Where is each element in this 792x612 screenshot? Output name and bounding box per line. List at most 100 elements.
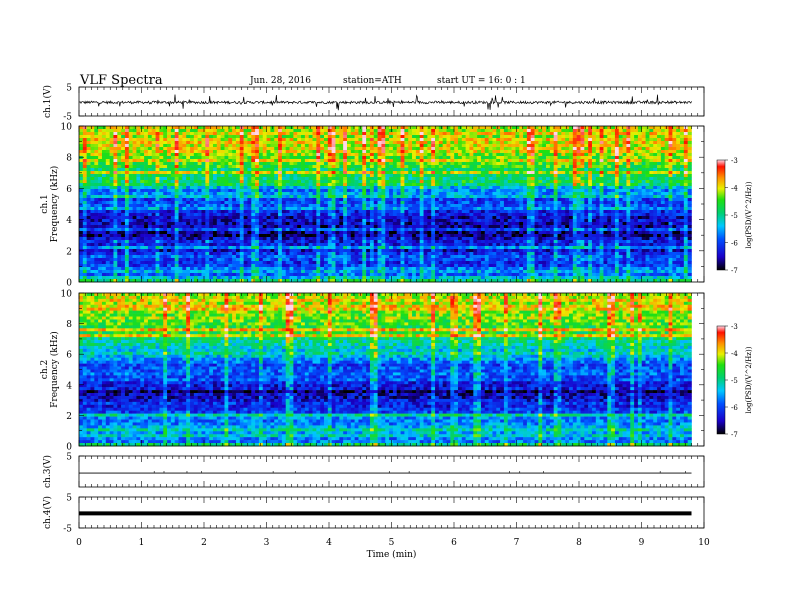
spectrogram-cell (680, 162, 685, 166)
spectrogram-cell (446, 189, 451, 193)
spectrogram-cell (588, 132, 593, 136)
spectrogram-cell (346, 189, 352, 193)
spectrogram-cell (132, 204, 137, 208)
spectrogram-cell (676, 132, 681, 136)
spectrogram-cell (174, 153, 179, 157)
spectrogram-cell (465, 129, 470, 133)
spectrogram-cell (657, 174, 662, 178)
spectrogram-cell (331, 204, 336, 208)
spectrogram-cell (465, 168, 470, 172)
spectrogram-cell (496, 135, 501, 139)
spectrogram-cell (366, 189, 371, 193)
spectrogram-cell (320, 210, 325, 214)
spectrogram-cell (316, 195, 321, 199)
spectrogram-cell (209, 174, 214, 178)
spectrogram-cell (274, 210, 279, 214)
spectrogram-cell (534, 171, 539, 175)
spectrogram-cell (400, 141, 405, 145)
spectrogram-cell (98, 198, 103, 202)
spectrogram-cell (251, 159, 256, 163)
spectrogram-cell (281, 207, 287, 211)
spectrogram-cell (381, 183, 386, 187)
spectrogram-cell (614, 177, 620, 181)
spectrogram-cell (301, 186, 306, 190)
spectrogram-cell (389, 135, 394, 139)
spectrogram-cell (377, 156, 382, 160)
spectrogram-cell (201, 156, 206, 160)
spectrogram-cell (408, 183, 413, 187)
spectrogram-cell (511, 165, 516, 169)
spectrogram-cell (480, 204, 486, 208)
spectrogram-cell (565, 168, 570, 172)
spectrogram-cell (243, 135, 248, 139)
spectrogram-cell (404, 141, 409, 145)
spectrogram-cell (557, 207, 562, 211)
spectrogram-cell (170, 150, 176, 154)
spectrogram-cell (163, 192, 168, 196)
spectrogram-cell (412, 180, 417, 184)
spectrogram-cell (626, 153, 631, 157)
spectrogram-cell (477, 168, 482, 172)
spectrogram-cell (274, 132, 279, 136)
spectrogram-cell (174, 126, 179, 130)
spectrogram-cell (209, 198, 214, 202)
spectrogram-cell (258, 150, 264, 154)
spectrogram-cell (335, 192, 340, 196)
spectrogram-cell (412, 150, 417, 154)
spectrogram-cell (228, 210, 233, 214)
spectrogram-cell (312, 165, 317, 169)
spectrogram-cell (634, 129, 639, 133)
spectrogram-cell (274, 171, 279, 175)
spectrogram-cell (308, 180, 313, 184)
spectrogram-cell (534, 129, 539, 133)
spectrogram-cell (151, 132, 156, 136)
spectrogram-cell (603, 192, 608, 196)
spectrogram-cell (147, 180, 153, 184)
spectrogram-cell (591, 129, 597, 133)
spectrogram-cell (519, 192, 524, 196)
spectrogram-cell (419, 144, 424, 148)
spectrogram-cell (488, 159, 493, 163)
spectrogram-cell (266, 159, 271, 163)
spectrogram-cell (614, 159, 620, 163)
spectrogram-cell (599, 144, 604, 148)
spectrogram-cell (159, 210, 164, 214)
spectrogram-cell (362, 156, 367, 160)
spectrogram-cell (672, 210, 677, 214)
spectrogram-cell (251, 150, 256, 154)
spectrogram-cell (377, 147, 382, 151)
spectrogram-cell (484, 129, 489, 133)
spectrogram-cell (680, 189, 685, 193)
spectrogram-cell (465, 141, 470, 145)
spectrogram-cell (488, 198, 493, 202)
spectrogram-cell (362, 180, 367, 184)
spectrogram-cell (377, 165, 382, 169)
spectrogram-cell (147, 150, 153, 154)
spectrogram-cell (404, 207, 409, 211)
spectrogram-cell (324, 189, 329, 193)
spectrogram-cell (546, 213, 551, 217)
spectrogram-cell (442, 159, 447, 163)
spectrogram-cell (683, 141, 688, 145)
spectrogram-cell (174, 132, 179, 136)
spectrogram-cell (151, 174, 156, 178)
spectrogram-cell (442, 168, 447, 172)
spectrogram-cell (136, 126, 141, 130)
spectrogram-cell (251, 126, 256, 130)
spectrogram-cell (423, 210, 428, 214)
spectrogram-cell (664, 144, 669, 148)
spectrogram-cell (216, 135, 221, 139)
spectrogram-cell (492, 141, 497, 145)
spectrogram-cell (144, 156, 149, 160)
spectrogram-cell (400, 177, 405, 181)
spectrogram-cell (339, 129, 344, 133)
spectrogram-cell (614, 153, 620, 157)
spectrogram-cell (454, 186, 459, 190)
spectrogram-cell (477, 156, 482, 160)
spectrogram-cell (301, 135, 306, 139)
spectrogram-cell (285, 177, 290, 181)
spectrogram-cell (683, 177, 688, 181)
spectrogram-cell (538, 141, 543, 145)
spectrogram-cell (641, 201, 646, 205)
spectrogram-cell (408, 165, 413, 169)
